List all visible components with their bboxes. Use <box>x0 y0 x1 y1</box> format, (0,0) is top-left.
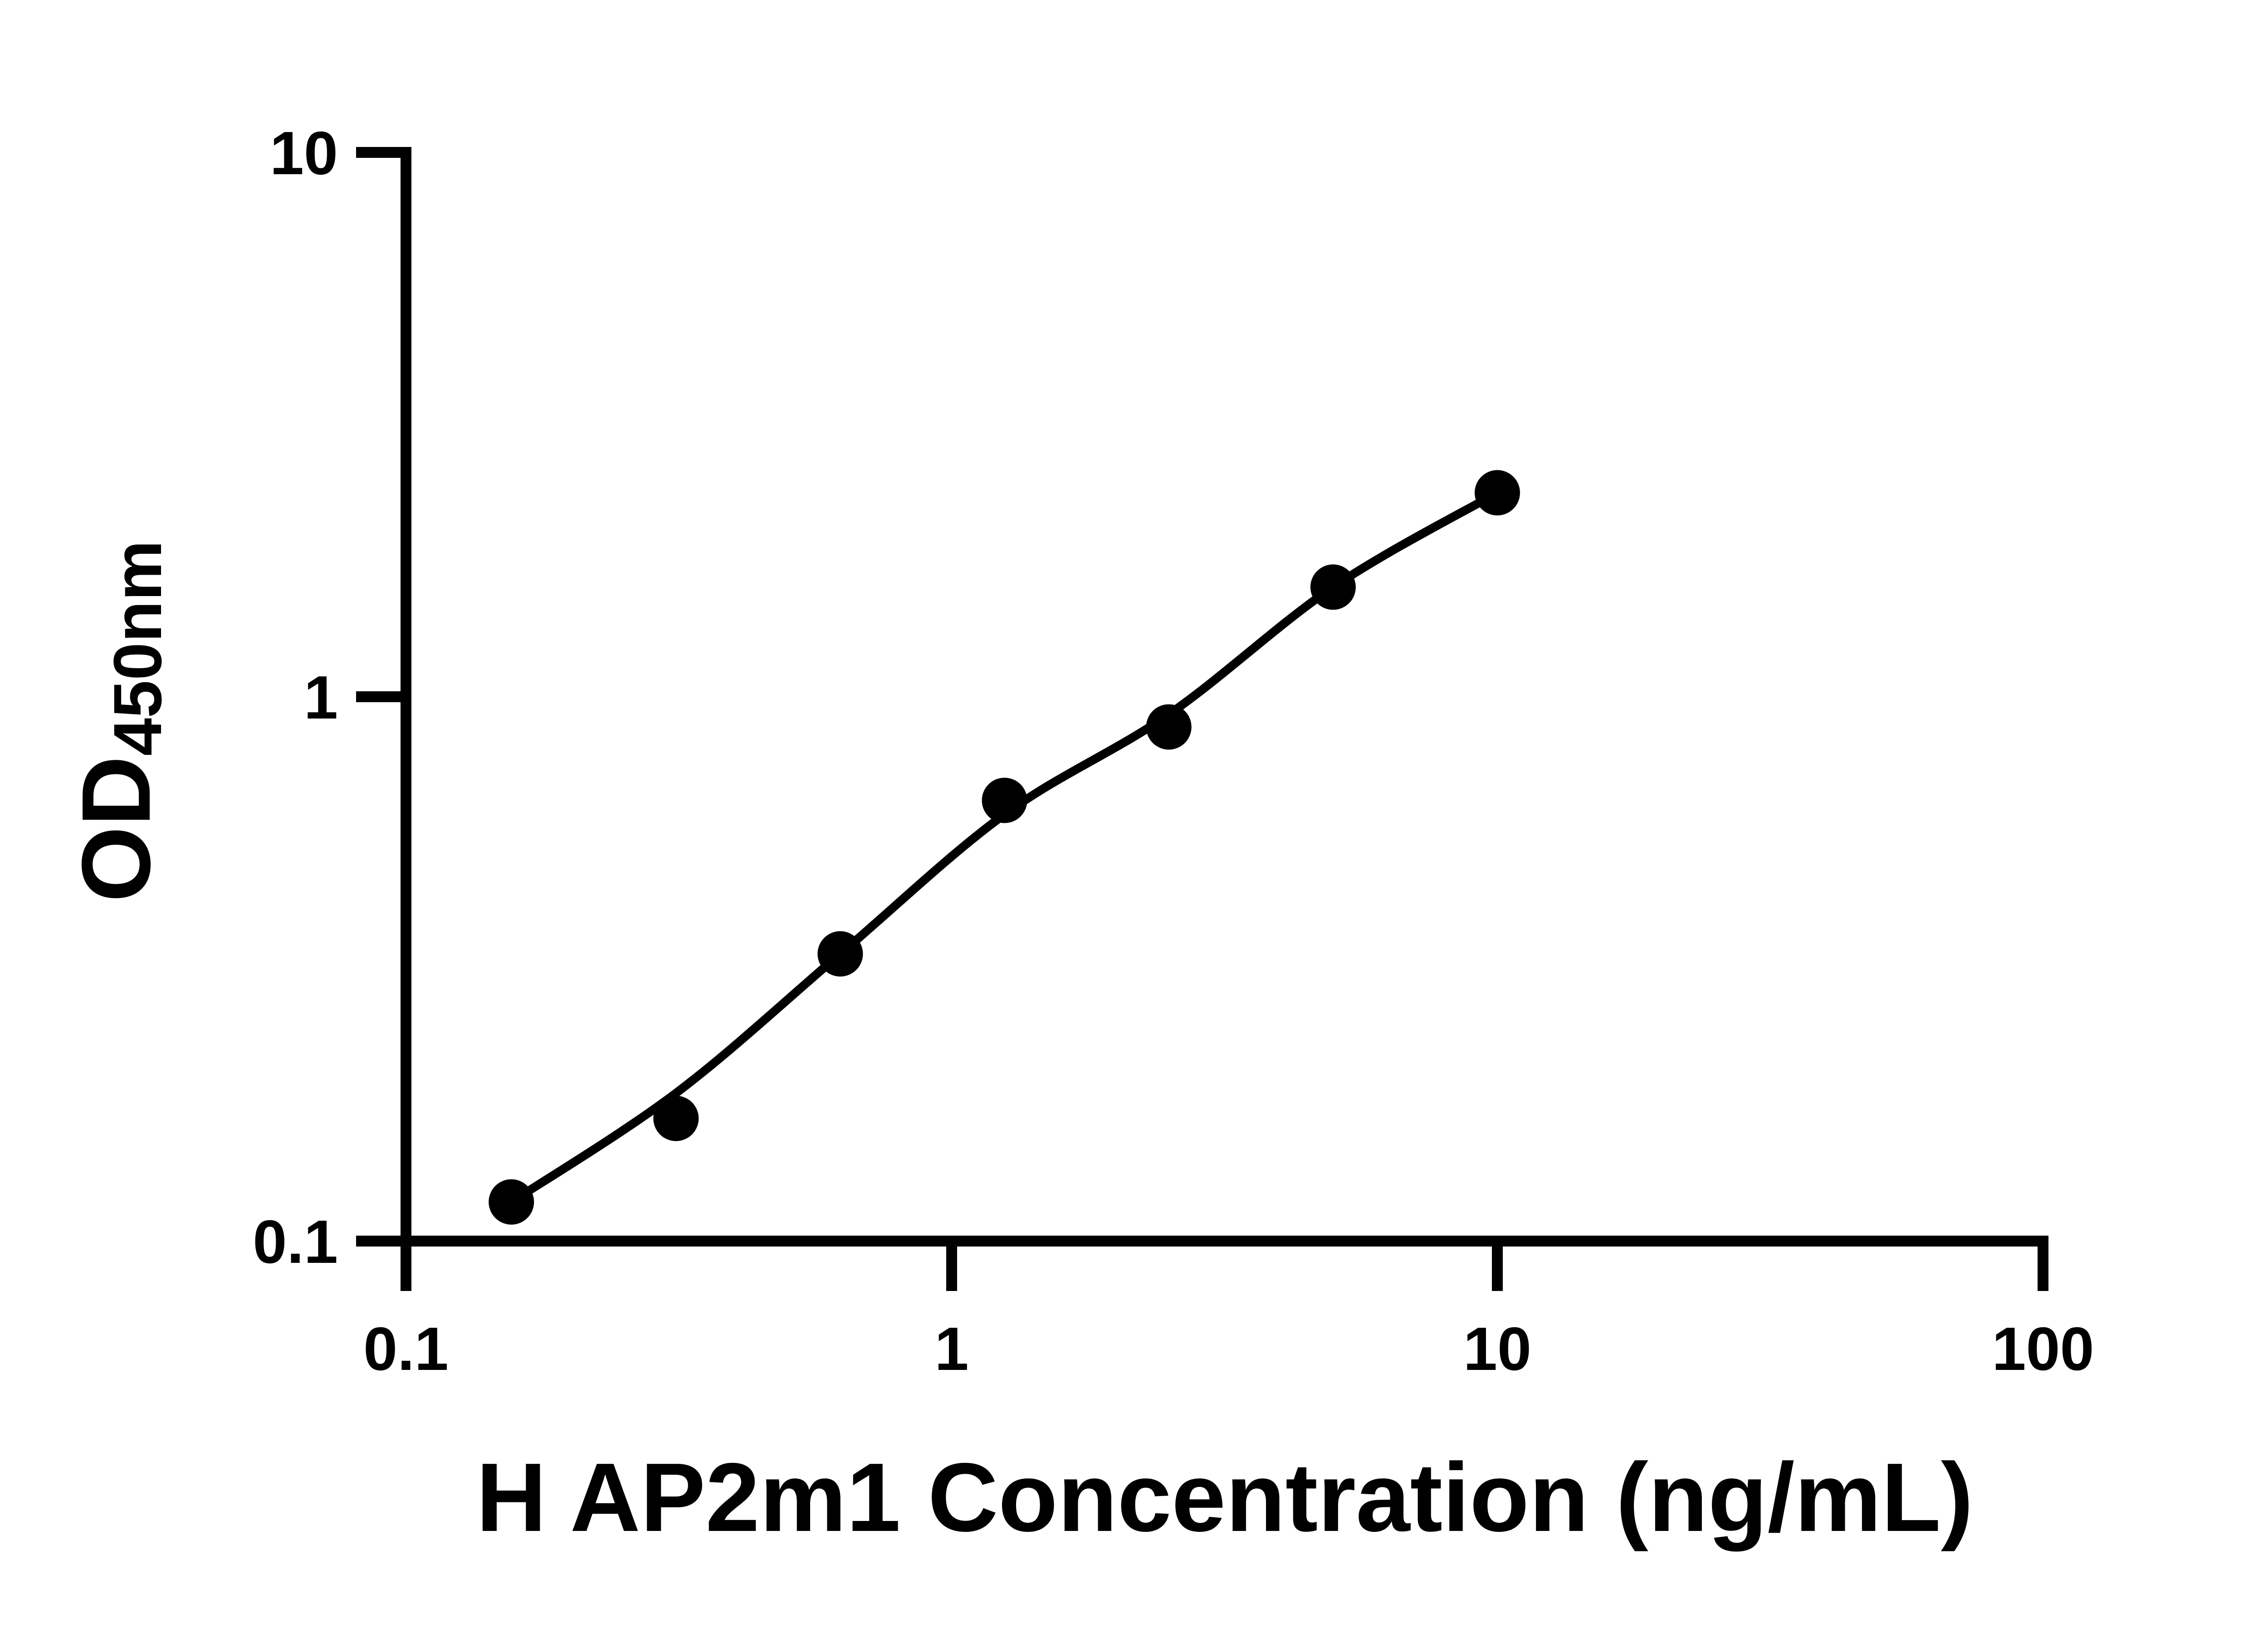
x-tick-label: 10 <box>1463 1315 1531 1383</box>
data-point-marker <box>817 931 863 977</box>
axes <box>401 147 2048 1247</box>
x-tick-label: 100 <box>1992 1315 2094 1383</box>
y-tick-label: 1 <box>304 663 338 732</box>
y-tick-label: 10 <box>270 119 338 187</box>
y-axis-title-subscript: 450nm <box>99 540 176 756</box>
tick-labels: 0.1 1 10 0.1 1 10 100 <box>253 119 2094 1383</box>
tick-marks <box>356 147 2048 1291</box>
y-axis-title: OD450nm <box>61 540 176 902</box>
data-point-marker <box>489 1179 534 1225</box>
data-point-marker <box>653 1095 699 1141</box>
y-axis-title-main: OD <box>61 756 171 902</box>
y-tick-label: 0.1 <box>253 1208 338 1276</box>
data-point-marker <box>1146 704 1192 750</box>
data-point-marker <box>1310 564 1356 610</box>
x-axis-title: H AP2m1 Concentration (ng/mL) <box>476 1442 1974 1552</box>
data-points <box>489 470 1520 1225</box>
x-tick-label: 1 <box>934 1315 968 1383</box>
data-point-marker <box>1475 470 1520 516</box>
x-tick-label: 0.1 <box>363 1315 449 1383</box>
data-point-marker <box>982 777 1027 823</box>
